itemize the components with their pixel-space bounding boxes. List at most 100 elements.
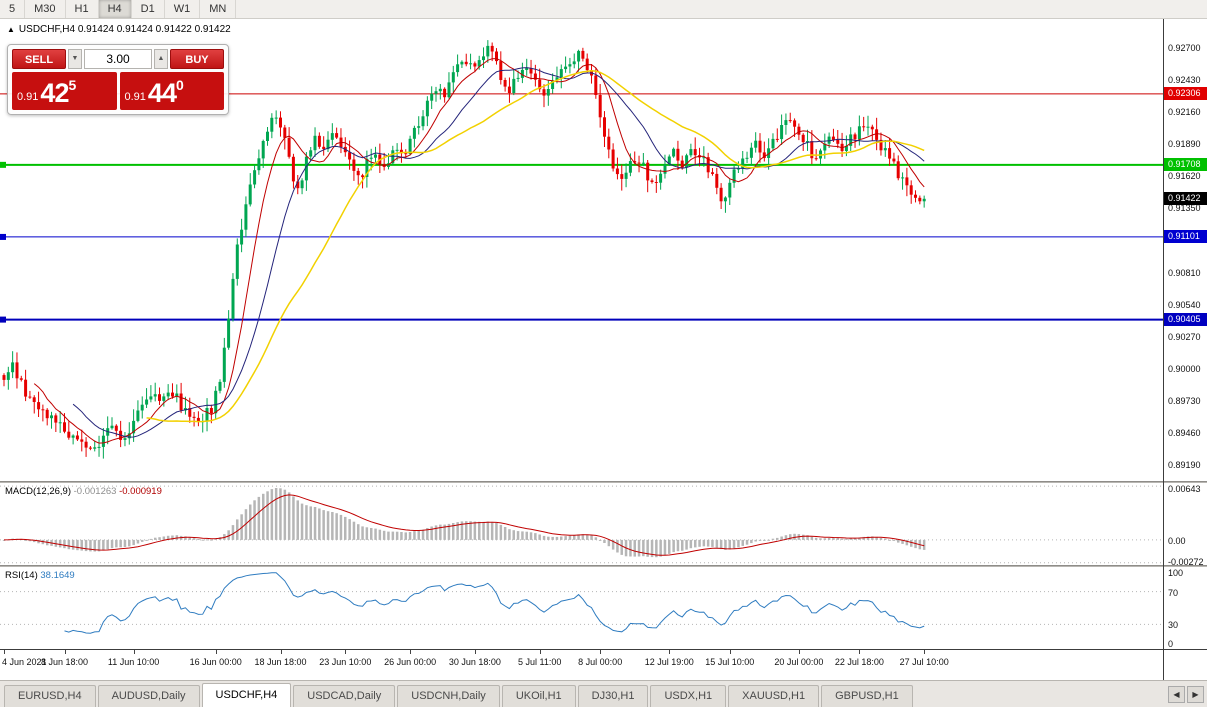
tab-usdchf-h4[interactable]: USDCHF,H4 (201, 683, 292, 707)
rsi-value: 38.1649 (40, 570, 75, 581)
time-axis-label: 15 Jul 10:00 (705, 657, 755, 667)
tab-eurusd-h4[interactable]: EURUSD,H4 (4, 685, 96, 707)
tabs-scroll-right-button[interactable]: ▶ (1187, 686, 1204, 703)
time-tick (133, 650, 135, 654)
rsi-scale-label: 30 (1168, 620, 1179, 631)
volume-increase-button[interactable]: ▲ (154, 49, 168, 69)
price-tick-label: 0.90270 (1168, 331, 1201, 342)
rsi-name: RSI(14) (5, 570, 38, 581)
time-axis-label: 8 Jun 18:00 (40, 657, 89, 667)
chart-ohlc-line: ▲ USDCHF,H4 0.91424 0.91424 0.91422 0.914… (7, 24, 231, 35)
ohlc-text: USDCHF,H4 0.91424 0.91424 0.91422 0.9142… (18, 24, 231, 35)
sell-button[interactable]: SELL (12, 49, 66, 69)
volume-decrease-button[interactable]: ▼ (68, 49, 82, 69)
time-tick (729, 650, 731, 654)
timeframe-button-w1[interactable]: W1 (165, 0, 201, 18)
time-axis-label: 12 Jul 19:00 (644, 657, 694, 667)
time-tick (798, 650, 800, 654)
time-axis-label: 30 Jun 18:00 (448, 657, 501, 667)
time-axis-label: 22 Jul 18:00 (834, 657, 884, 667)
one-click-collapse-icon[interactable]: ▲ (7, 25, 15, 34)
time-tick (924, 650, 926, 654)
buy-price-pip: 0 (175, 77, 184, 93)
sell-price-main: 42 (40, 78, 69, 108)
price-tick-label: 0.89190 (1168, 459, 1201, 470)
price-tick-label: 0.90000 (1168, 363, 1201, 374)
price-tick-label: 0.89730 (1168, 395, 1201, 406)
price-tick-label: 0.92700 (1168, 43, 1201, 53)
buy-price-prefix: 0.91 (124, 91, 146, 103)
rsi-indicator-panel[interactable] (0, 567, 1164, 649)
timeframe-button-h4[interactable]: H4 (98, 0, 132, 18)
tab-dj30-h1[interactable]: DJ30,H1 (577, 685, 649, 707)
price-tick-label: 0.91890 (1168, 139, 1201, 150)
time-axis-label: 11 Jun 10:00 (107, 657, 160, 667)
price-scale[interactable]: 0.92700 0.92430 0.92160 0.91890 0.91620 0.913… (1164, 19, 1207, 649)
time-tick (345, 650, 347, 654)
time-axis-label: 8 Jul 00:00 (578, 657, 623, 667)
rsi-label: RSI(14) 38.1649 (5, 570, 75, 581)
macd-main-value: -0.001263 (73, 486, 117, 497)
macd-scale-label: -0.00272 (1168, 557, 1204, 567)
tab-xauusd-h1[interactable]: XAUUSD,H1 (728, 685, 820, 707)
tabs-nav: ◀ ▶ (1168, 686, 1204, 703)
time-axis[interactable]: 4 Jun 2021 8 Jun 18:00 11 Jun 10:00 16 Jun … (0, 649, 1207, 680)
volume-input[interactable]: 3.00 (84, 49, 152, 69)
time-tick (4, 650, 5, 654)
one-click-trading-panel: SELL ▼ 3.00 ▲ BUY 0.91 42 5 0.91 44 0 (7, 44, 229, 115)
panel-separator[interactable] (0, 565, 1207, 567)
price-tick-label: 0.90540 (1168, 299, 1201, 310)
macd-scale-label: 0.00 (1168, 535, 1186, 546)
time-axis-label: 18 Jun 18:00 (254, 657, 307, 667)
tabs-strip: EURUSD,H4 AUDUSD,Daily USDCHF,H4 USDCAD,Dai… (0, 681, 913, 707)
timeframe-button-m30[interactable]: M30 (25, 0, 66, 18)
tab-ukoil-h1[interactable]: UKOil,H1 (501, 685, 576, 707)
buy-price-display[interactable]: 0.91 44 0 (119, 72, 224, 110)
timeframe-button-h1[interactable]: H1 (66, 0, 99, 18)
price-badge: 0.91422 (1164, 192, 1207, 206)
tab-usdcad-daily[interactable]: USDCAD,Daily (293, 685, 396, 707)
time-axis-label: 16 Jun 00:00 (189, 657, 242, 667)
macd-signal-value: -0.000919 (119, 486, 162, 497)
macd-scale-label: 0.00643 (1168, 484, 1201, 494)
chart-tab-bar: EURUSD,H4 AUDUSD,Daily USDCHF,H4 USDCAD,Dai… (0, 680, 1207, 707)
macd-label: MACD(12,26,9) -0.001263 -0.000919 (5, 486, 162, 497)
tabs-scroll-left-button[interactable]: ◀ (1168, 686, 1185, 703)
time-axis-label: 5 Jul 11:00 (518, 657, 562, 667)
timeframe-toolbar: 5 M30 H1 H4 D1 W1 MN (0, 0, 1207, 19)
rsi-scale-label: 0 (1168, 639, 1174, 649)
tab-usdx-h1[interactable]: USDX,H1 (650, 685, 727, 707)
timeframe-button-mn[interactable]: MN (200, 0, 237, 18)
one-click-controls: SELL ▼ 3.00 ▲ BUY (12, 49, 224, 69)
time-axis-label: 23 Jun 10:00 (319, 657, 372, 667)
sell-price-prefix: 0.91 (17, 91, 39, 103)
macd-name: MACD(12,26,9) (5, 486, 71, 497)
one-click-prices: 0.91 42 5 0.91 44 0 (12, 72, 224, 110)
time-tick (539, 650, 541, 654)
time-tick (474, 650, 476, 654)
chart-window: 0.92700 0.92430 0.92160 0.91890 0.91620 0.913… (0, 19, 1207, 680)
tab-gbpusd-h1[interactable]: GBPUSD,H1 (821, 685, 913, 707)
time-tick (669, 650, 671, 654)
panel-separator[interactable] (0, 481, 1207, 483)
time-tick (600, 650, 602, 654)
time-tick (64, 650, 66, 654)
timeframe-button-5[interactable]: 5 (0, 0, 26, 18)
price-badge: 0.91101 (1164, 230, 1207, 244)
tab-usdcnh-daily[interactable]: USDCNH,Daily (397, 685, 500, 707)
time-tick (280, 650, 282, 654)
price-badge: 0.91708 (1164, 158, 1207, 172)
macd-indicator-panel[interactable] (0, 483, 1164, 565)
price-badge: 0.92306 (1164, 87, 1207, 101)
tab-audusd-daily[interactable]: AUDUSD,Daily (97, 685, 200, 707)
sell-price-display[interactable]: 0.91 42 5 (12, 72, 117, 110)
price-tick-label: 0.89460 (1168, 427, 1201, 438)
buy-button[interactable]: BUY (170, 49, 224, 69)
rsi-scale-label: 70 (1168, 587, 1179, 598)
time-axis-label: 20 Jul 00:00 (774, 657, 824, 667)
price-tick-label: 0.90810 (1168, 267, 1201, 278)
time-tick (215, 650, 217, 654)
timeframe-button-d1[interactable]: D1 (132, 0, 165, 18)
rsi-scale-label: 100 (1168, 568, 1184, 578)
